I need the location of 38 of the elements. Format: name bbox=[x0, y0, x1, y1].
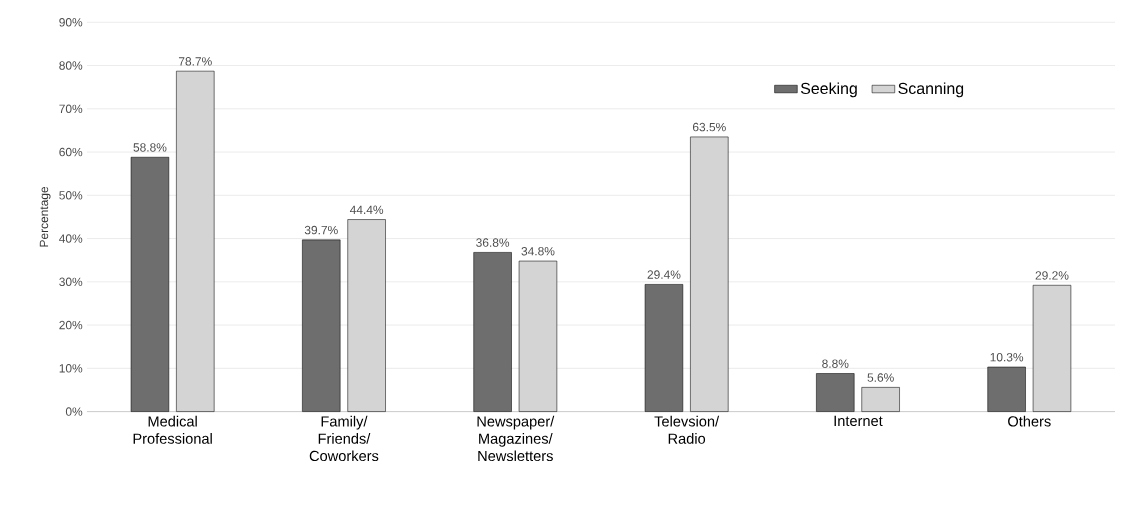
y-tick-label: 90% bbox=[59, 18, 83, 27]
data-label: 78.7% bbox=[178, 57, 212, 66]
data-label: 29.2% bbox=[1035, 271, 1069, 280]
bar bbox=[130, 156, 170, 412]
legend-label: Scanning bbox=[898, 82, 964, 98]
y-tick-label: 80% bbox=[59, 61, 83, 70]
bar bbox=[473, 252, 512, 412]
y-tick-label: 50% bbox=[59, 191, 83, 200]
data-label: 44.4% bbox=[349, 205, 384, 214]
data-label: 39.7% bbox=[304, 225, 338, 235]
y-tick-label: 10% bbox=[59, 364, 83, 373]
bar bbox=[816, 373, 855, 412]
bar bbox=[302, 239, 341, 412]
y-tick-label: 30% bbox=[59, 277, 83, 287]
x-tick-label: Internet bbox=[834, 415, 883, 427]
data-label: 58.8% bbox=[133, 143, 167, 152]
x-tick-label: Medical Professional bbox=[133, 415, 212, 444]
legend-label: Seeking bbox=[800, 82, 857, 98]
data-label: 63.5% bbox=[692, 122, 726, 132]
bar bbox=[861, 387, 900, 412]
y-axis-title: Percentage bbox=[39, 186, 51, 247]
data-label: 5.6% bbox=[867, 373, 894, 382]
data-label: 8.8% bbox=[822, 359, 849, 368]
data-label: 36.8% bbox=[476, 238, 510, 247]
y-tick-label: 20% bbox=[59, 320, 83, 330]
x-tick-label: Family/ Friends/ Coworkers bbox=[309, 415, 379, 462]
data-label: 29.4% bbox=[647, 270, 681, 279]
x-tick-label: Televsion/ Radio bbox=[654, 415, 720, 444]
bar bbox=[987, 366, 1026, 412]
data-label: 10.3% bbox=[990, 353, 1024, 362]
data-label: 34.8% bbox=[521, 247, 555, 256]
x-tick-label: Newspaper/ Magazines/ Newsletters bbox=[477, 415, 555, 462]
y-tick-label: 70% bbox=[59, 104, 83, 114]
bar bbox=[644, 284, 684, 412]
y-tick-label: 40% bbox=[59, 234, 83, 243]
x-tick-label: Others bbox=[1008, 415, 1051, 427]
y-tick-label: 0% bbox=[65, 407, 83, 416]
y-tick-label: 60% bbox=[59, 147, 83, 157]
